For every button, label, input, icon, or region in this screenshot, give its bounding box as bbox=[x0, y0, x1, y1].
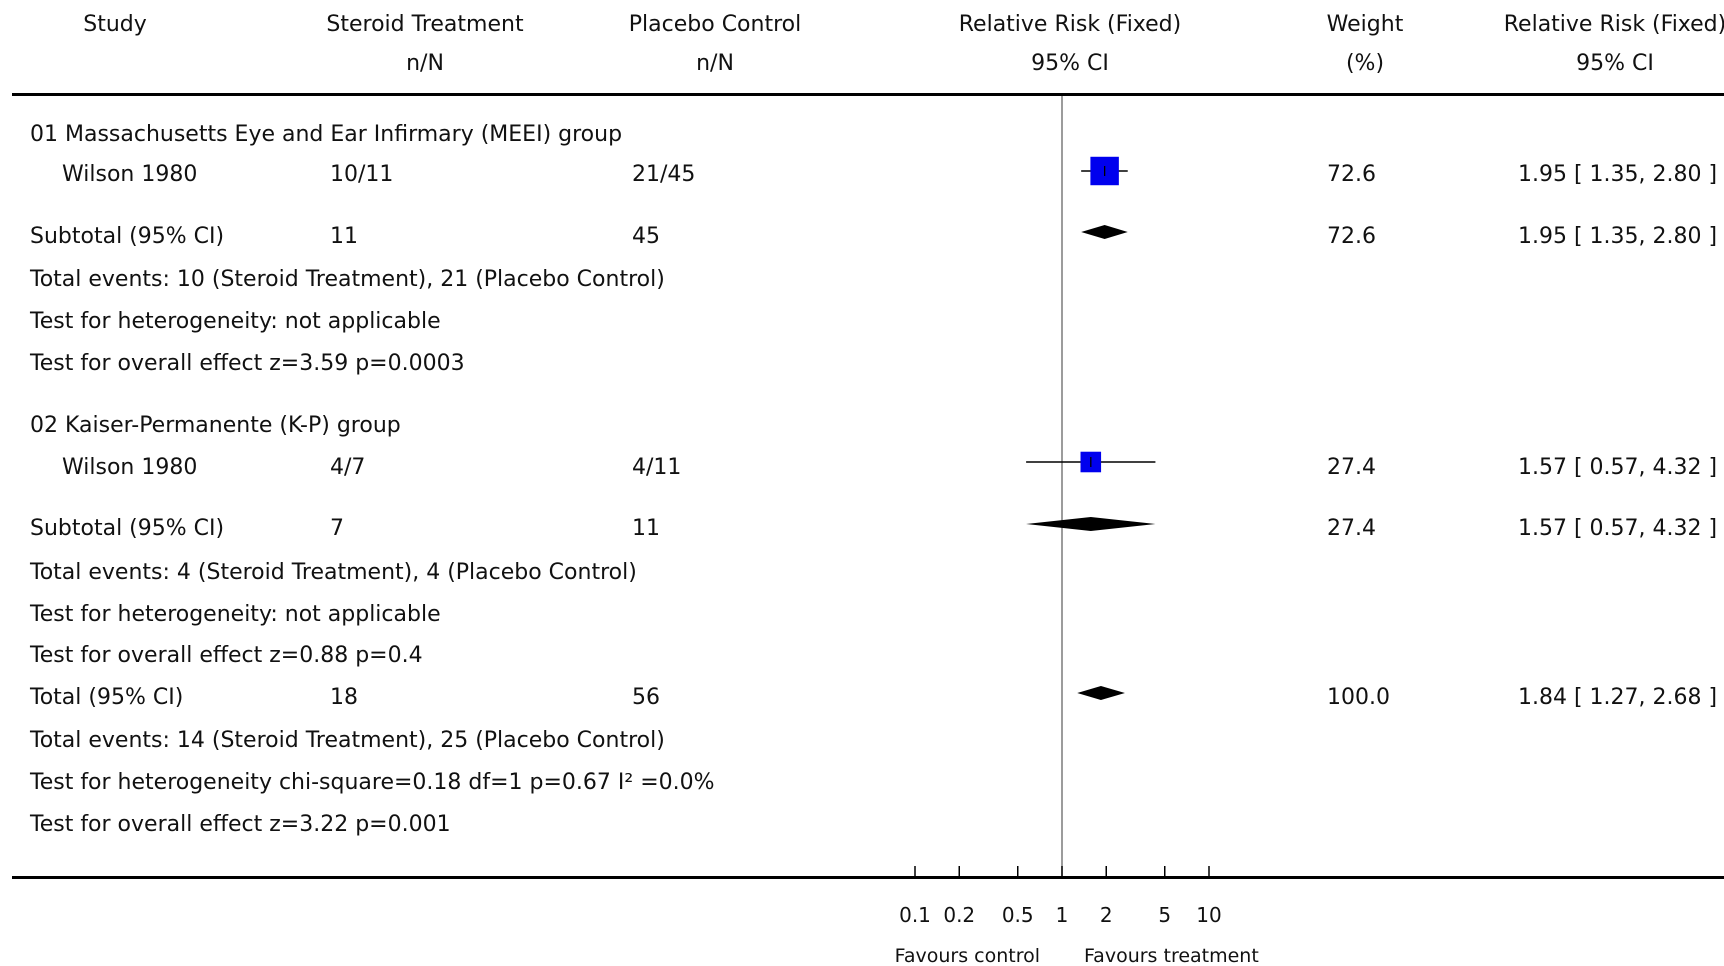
col-header-rr-sub: 95% CI bbox=[1031, 51, 1109, 76]
favours-control-label: Favours control bbox=[895, 945, 1040, 966]
heterogeneity-test: Test for heterogeneity: not applicable bbox=[30, 309, 441, 334]
col-header-rr2-sub: 95% CI bbox=[1576, 51, 1654, 76]
study-ci: 1.95 [ 1.35, 2.80 ] bbox=[1518, 162, 1718, 187]
subtotal-diamond bbox=[1026, 517, 1156, 531]
heterogeneity-test: Test for heterogeneity chi-square=0.18 d… bbox=[30, 770, 715, 795]
col-header-study: Study bbox=[83, 12, 147, 37]
subtotal-label: Subtotal (95% CI) bbox=[30, 224, 225, 249]
total-label: Total (95% CI) bbox=[30, 685, 184, 710]
heterogeneity-test: Test for heterogeneity: not applicable bbox=[30, 602, 441, 627]
total-ci: 1.84 [ 1.27, 2.68 ] bbox=[1518, 685, 1718, 710]
study-name: Wilson 1980 bbox=[62, 455, 198, 480]
col-header-treatment-sub: n/N bbox=[406, 51, 444, 76]
favours-treatment-label: Favours treatment bbox=[1084, 945, 1259, 966]
col-header-weight: Weight bbox=[1326, 12, 1404, 37]
tick-label: 2 bbox=[1100, 903, 1113, 927]
col-header-weight-sub: (%) bbox=[1345, 51, 1385, 76]
subtotal-weight: 27.4 bbox=[1327, 516, 1376, 541]
total-weight: 100.0 bbox=[1327, 685, 1390, 710]
col-header-control-sub: n/N bbox=[696, 51, 734, 76]
total-events: Total events: 4 (Steroid Treatment), 4 (… bbox=[30, 560, 637, 585]
overall-effect-test: Test for overall effect z=3.22 p=0.001 bbox=[30, 812, 451, 837]
subtotal-weight: 72.6 bbox=[1327, 224, 1376, 249]
subtotal-ci: 1.95 [ 1.35, 2.80 ] bbox=[1518, 224, 1718, 249]
tick-label: 0.1 bbox=[899, 903, 931, 927]
subtotal-treatment: 7 bbox=[330, 516, 344, 541]
subtotal-label: Subtotal (95% CI) bbox=[30, 516, 225, 541]
col-header-rr2: Relative Risk (Fixed) bbox=[1503, 12, 1724, 37]
study-treatment: 4/7 bbox=[330, 455, 366, 480]
total-treatment: 18 bbox=[330, 685, 358, 710]
header-rule bbox=[12, 93, 1724, 96]
col-header-rr: Relative Risk (Fixed) bbox=[958, 12, 1182, 37]
subtotal-ci: 1.57 [ 0.57, 4.32 ] bbox=[1518, 516, 1718, 541]
study-weight: 27.4 bbox=[1327, 455, 1376, 480]
group-title: 02 Kaiser-Permanente (K-P) group bbox=[30, 413, 401, 438]
tick-label: 5 bbox=[1158, 903, 1171, 927]
subtotal-treatment: 11 bbox=[330, 224, 358, 249]
subtotal-control: 11 bbox=[632, 516, 660, 541]
axis-baseline bbox=[12, 876, 1724, 879]
study-control: 4/11 bbox=[632, 455, 682, 480]
study-control: 21/45 bbox=[632, 162, 696, 187]
tick-label: 0.5 bbox=[1002, 903, 1034, 927]
total-events: Total events: 10 (Steroid Treatment), 21… bbox=[30, 267, 665, 292]
overall-effect-test: Test for overall effect z=3.59 p=0.0003 bbox=[30, 351, 465, 376]
total-events: Total events: 14 (Steroid Treatment), 25… bbox=[30, 728, 665, 753]
study-name: Wilson 1980 bbox=[62, 162, 198, 187]
col-header-control: Placebo Control bbox=[628, 12, 802, 37]
study-ci: 1.57 [ 0.57, 4.32 ] bbox=[1518, 455, 1718, 480]
overall-effect-test: Test for overall effect z=0.88 p=0.4 bbox=[30, 643, 423, 668]
total-control: 56 bbox=[632, 685, 660, 710]
subtotal-diamond bbox=[1081, 225, 1128, 239]
overall-diamond bbox=[1077, 686, 1125, 700]
tick-label: 0.2 bbox=[943, 903, 975, 927]
study-weight: 72.6 bbox=[1327, 162, 1376, 187]
subtotal-control: 45 bbox=[632, 224, 660, 249]
group-title: 01 Massachusetts Eye and Ear Infirmary (… bbox=[30, 122, 623, 147]
study-treatment: 10/11 bbox=[330, 162, 394, 187]
col-header-treatment: Steroid Treatment bbox=[326, 12, 524, 37]
tick-label: 10 bbox=[1196, 903, 1221, 927]
tick-label: 1 bbox=[1056, 903, 1069, 927]
